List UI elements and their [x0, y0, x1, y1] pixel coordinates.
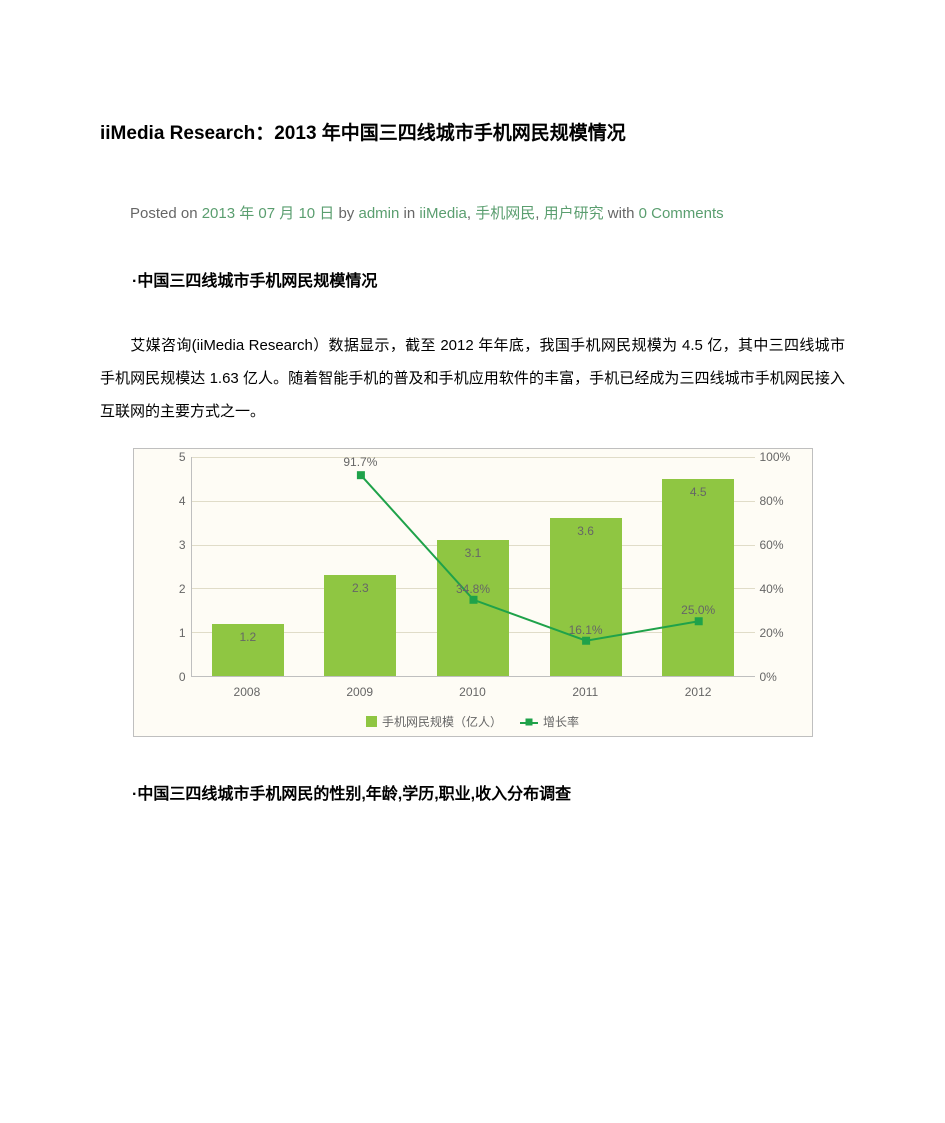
y-right-tick: 0% [760, 670, 800, 684]
legend-line: 增长率 [520, 713, 579, 730]
y-right-tick: 100% [760, 450, 800, 464]
x-label: 2011 [529, 685, 642, 699]
y-axis-left: 012345 [146, 457, 186, 677]
bar-slot: 3.1 [417, 457, 530, 676]
legend-bar: 手机网民规模（亿人） [366, 713, 502, 730]
bar: 4.5 [662, 479, 734, 676]
bar-value-label: 2.3 [352, 581, 369, 595]
meta-by: by [334, 205, 358, 222]
bar: 3.1 [437, 540, 509, 676]
chart-plot-area: 012345 0%20%40%60%80%100% 1.22.33.13.64.… [146, 457, 800, 707]
meta-tag-2[interactable]: 用户研究 [544, 205, 604, 222]
bar-slot: 2.3 [304, 457, 417, 676]
subheading-1: ·中国三四线城市手机网民规模情况 [100, 269, 845, 295]
meta-tag-1[interactable]: 手机网民 [475, 205, 535, 222]
chart-plot: 1.2 2.3 3.1 3.6 4.5 91.7% 34.8% 16.1% 25.0% [191, 457, 755, 677]
meta-in: in [399, 205, 419, 222]
meta-author-link[interactable]: admin [358, 205, 399, 222]
line-value-label: 16.1% [569, 623, 603, 637]
x-label: 2009 [303, 685, 416, 699]
bar-value-label: 3.1 [465, 546, 482, 560]
page-title: iiMedia Research：2013 年中国三四线城市手机网民规模情况 [100, 120, 845, 149]
y-left-tick: 3 [146, 538, 186, 552]
y-right-tick: 80% [760, 494, 800, 508]
bar-slot: 1.2 [192, 457, 305, 676]
meta-tag-0[interactable]: iiMedia [419, 205, 467, 222]
bar-value-label: 3.6 [577, 524, 594, 538]
y-left-tick: 4 [146, 494, 186, 508]
bar: 2.3 [324, 575, 396, 676]
y-left-tick: 1 [146, 626, 186, 640]
swatch-bar-icon [366, 716, 377, 727]
bar-value-label: 1.2 [239, 630, 256, 644]
chart-container: 0 1 2 3 4 5 0% 20% 40% 60% 80% 100% 1.2 2.3 3.1 3.6 4.… [133, 448, 813, 737]
y-left-tick: 0 [146, 670, 186, 684]
y-left-tick: 5 [146, 450, 186, 464]
chart-bars: 1.2 2.3 3.1 3.6 4.5 [192, 457, 755, 676]
chart-legend: 手机网民规模（亿人） 增长率 [134, 707, 812, 732]
bar: 1.2 [212, 624, 284, 677]
y-axis-right: 0%20%40%60%80%100% [760, 457, 800, 677]
x-label: 2010 [416, 685, 529, 699]
line-value-label: 34.8% [456, 582, 490, 596]
body-paragraph-1: 艾媒咨询(iiMedia Research）数据显示，截至 2012 年年底，我… [100, 329, 845, 428]
x-label: 2012 [642, 685, 755, 699]
meta-with: with [604, 205, 639, 222]
bar-slot: 3.6 [529, 457, 642, 676]
line-value-label: 25.0% [681, 603, 715, 617]
x-label: 2008 [191, 685, 304, 699]
meta-posted: Posted on [130, 205, 202, 222]
subheading-2: ·中国三四线城市手机网民的性别,年龄,学历,职业,收入分布调查 [100, 782, 845, 808]
swatch-line-icon [520, 717, 538, 727]
bar-value-label: 4.5 [690, 485, 707, 499]
post-meta: Posted on 2013 年 07 月 10 日 by admin in i… [100, 199, 845, 229]
y-left-tick: 2 [146, 582, 186, 596]
y-right-tick: 60% [760, 538, 800, 552]
x-axis-labels: 20082009201020112012 [191, 677, 755, 707]
bar: 3.6 [550, 518, 622, 676]
meta-date-link[interactable]: 2013 年 07 月 10 日 [202, 205, 335, 222]
y-right-tick: 20% [760, 626, 800, 640]
y-right-tick: 40% [760, 582, 800, 596]
bar-slot: 4.5 [642, 457, 755, 676]
meta-comments-link[interactable]: 0 Comments [639, 205, 724, 222]
line-value-label: 91.7% [343, 455, 377, 469]
